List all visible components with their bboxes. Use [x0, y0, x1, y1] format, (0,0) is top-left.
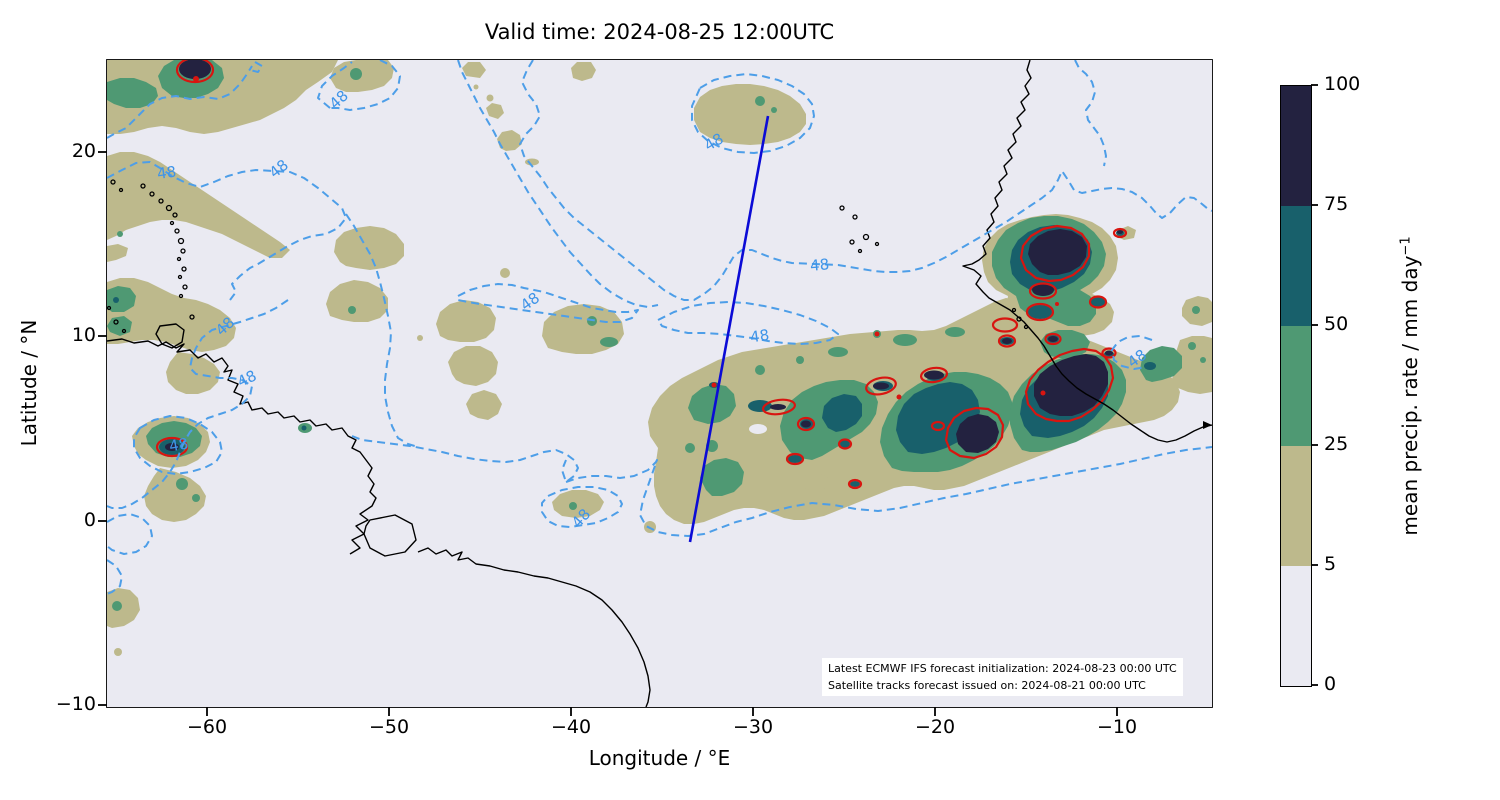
x-tick-m20: −20 [914, 716, 956, 738]
colorbar-segment-50-75 [1281, 206, 1311, 326]
satellite-track-line [688, 115, 770, 543]
x-tick-m30: −30 [732, 716, 774, 738]
colorbar-label: mean precip. rate / mm day−1 [1398, 226, 1426, 546]
y-tick-20: 20 [71, 140, 96, 162]
colorbar-tick-50: 50 [1324, 313, 1349, 335]
dashed-48-contours [107, 60, 1212, 595]
contour-label: 48 [749, 326, 770, 346]
colorbar-tick-100: 100 [1324, 73, 1361, 95]
contour-label: 48 [156, 163, 177, 183]
precip-fill-navy [165, 60, 1123, 453]
red-contour-dots [193, 76, 1059, 400]
track-issued-line: Satellite tracks forecast issued on: 202… [828, 679, 1146, 692]
precip-gap [749, 424, 767, 434]
y-tick-10: 10 [71, 324, 96, 346]
colorbar-segment-75-100 [1281, 86, 1311, 206]
y-tick-m10: −10 [55, 693, 96, 715]
colorbar-label-exponent: −1 [1398, 236, 1414, 256]
x-axis-label: Longitude / °E [588, 746, 731, 770]
colorbar-label-main: mean precip. rate / mm day [1398, 255, 1422, 536]
plot-title: Valid time: 2024-08-25 12:00UTC [484, 20, 835, 44]
y-tick-0: 0 [83, 509, 96, 531]
contour-label: 48 [809, 255, 830, 275]
x-tick-m40: −40 [550, 716, 592, 738]
x-tick-m60: −60 [186, 716, 228, 738]
coastlines [107, 60, 1212, 707]
map-plot-area: 48 48 48 48 48 48 48 48 48 48 48 48 [107, 60, 1212, 707]
colorbar-tick-0: 0 [1324, 673, 1337, 695]
colorbar-segment-25-50 [1281, 326, 1311, 446]
forecast-init-line: Latest ECMWF IFS forecast initialization… [828, 662, 1177, 675]
island-specks [107, 179, 1029, 334]
colorbar-segment-0-5 [1281, 566, 1311, 686]
red-intense-precip-contours [155, 60, 1128, 490]
colorbar [1280, 85, 1312, 687]
contour-label: 48 [168, 434, 190, 455]
colorbar-tick-5: 5 [1324, 553, 1337, 575]
x-tick-m10: −10 [1096, 716, 1138, 738]
x-tick-m50: −50 [368, 716, 410, 738]
colorbar-tick-75: 75 [1324, 193, 1349, 215]
forecast-info-box: Latest ECMWF IFS forecast initialization… [822, 658, 1183, 696]
coastline-end-cape [1203, 421, 1212, 429]
y-axis-label: Latitude / °N [17, 319, 41, 447]
colorbar-segment-5-25 [1281, 446, 1311, 566]
colorbar-tick-25: 25 [1324, 433, 1349, 455]
